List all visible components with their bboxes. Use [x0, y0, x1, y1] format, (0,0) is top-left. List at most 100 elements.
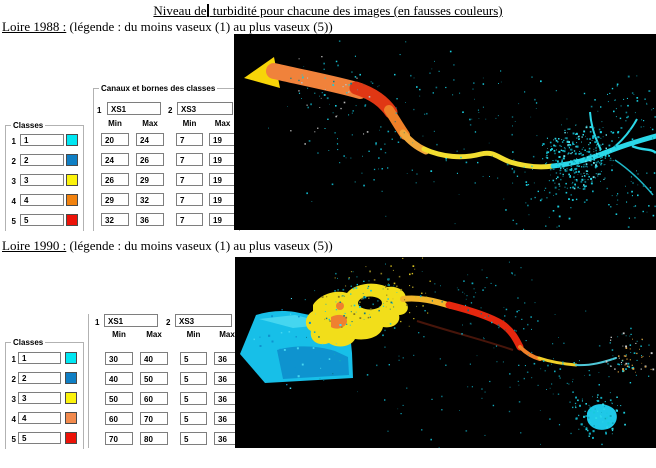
- ch1-row5-max-field-1990[interactable]: 80: [140, 432, 168, 445]
- ch2-row3-max-field[interactable]: 19: [209, 173, 236, 186]
- ch2-row3-min-field-1990[interactable]: 5: [180, 392, 207, 405]
- ch2-row5-max-field[interactable]: 19: [209, 213, 236, 226]
- class-1-color-swatch-1990[interactable]: [65, 352, 77, 364]
- ch2-min-header-1990: Min: [186, 330, 201, 339]
- ch1-row3-min-field[interactable]: 26: [101, 173, 129, 186]
- channel-1-name-field-1988[interactable]: XS1: [107, 102, 161, 115]
- ch2-row2-max-field-1990[interactable]: 36: [214, 372, 240, 385]
- ch2-row5-min-field[interactable]: 7: [176, 213, 203, 226]
- class-3-value-field[interactable]: 3: [20, 174, 64, 186]
- image-background-1988: [234, 34, 656, 230]
- river-loire-1990: [400, 295, 617, 367]
- class-4-color-swatch-1990[interactable]: [65, 412, 77, 424]
- channel-2-name-field-1988[interactable]: XS3: [177, 102, 233, 115]
- ch1-row2-max-field-1990[interactable]: 50: [140, 372, 168, 385]
- class-1-number: 1: [11, 137, 16, 146]
- class-5-value-field[interactable]: 5: [20, 214, 64, 226]
- ch2-min-header-1988: Min: [182, 119, 197, 128]
- class-2-value-field[interactable]: 2: [20, 154, 64, 166]
- class-5-number: 5: [11, 217, 16, 226]
- panel-1990-heading-note: (légende : du moins vaseux (1) au plus v…: [66, 238, 333, 253]
- ch1-max-header-1990: Max: [146, 330, 162, 339]
- class-5-number-1990: 5: [11, 435, 16, 444]
- channels-groupbox-1990: [88, 314, 239, 448]
- satellite-image-1988: [234, 34, 656, 230]
- ch2-max-header-1988: Max: [214, 119, 231, 128]
- class-4-value-field[interactable]: 4: [20, 194, 64, 206]
- panel-1988-heading-note: (légende : du moins vaseux (1) au plus v…: [66, 19, 333, 34]
- ch2-row2-min-field-1990[interactable]: 5: [180, 372, 207, 385]
- ch2-row1-max-field[interactable]: 19: [209, 133, 236, 146]
- ch1-row3-max-field[interactable]: 29: [136, 173, 164, 186]
- ch1-row1-max-field[interactable]: 24: [136, 133, 164, 146]
- ch1-row4-min-field[interactable]: 29: [101, 193, 129, 206]
- ch2-row1-min-field[interactable]: 7: [176, 133, 203, 146]
- class-4-number: 4: [11, 197, 16, 206]
- ch1-row3-max-field-1990[interactable]: 60: [140, 392, 168, 405]
- ch2-row1-min-field-1990[interactable]: 5: [180, 352, 207, 365]
- class-5-color-swatch-1990[interactable]: [65, 432, 77, 444]
- ch1-row1-max-field-1990[interactable]: 40: [140, 352, 168, 365]
- page-title: Niveau de turbidité pour chacune des ima…: [0, 3, 656, 19]
- ch2-row2-min-field[interactable]: 7: [176, 153, 203, 166]
- class-2-value-field-1990[interactable]: 2: [18, 372, 61, 384]
- ch1-row4-max-field-1990[interactable]: 70: [140, 412, 168, 425]
- ch1-row1-min-field[interactable]: 20: [101, 133, 129, 146]
- channels-groupbox-1988-label: Canaux et bornes des classes: [99, 84, 218, 93]
- ch2-row4-min-field[interactable]: 7: [176, 193, 203, 206]
- speckles-1988: [268, 40, 656, 230]
- ch2-row2-max-field[interactable]: 19: [209, 153, 236, 166]
- classes-groupbox-1988-label: Classes: [11, 121, 46, 130]
- channel-1-name-field-1990[interactable]: XS1: [104, 314, 158, 327]
- ch1-row2-min-field[interactable]: 24: [101, 153, 129, 166]
- ch1-row1-min-field-1990[interactable]: 30: [105, 352, 133, 365]
- ch2-row4-max-field[interactable]: 19: [209, 193, 236, 206]
- ch1-row3-min-field-1990[interactable]: 50: [105, 392, 133, 405]
- ch1-row4-max-field[interactable]: 32: [136, 193, 164, 206]
- channel-1-number-1988: 1: [97, 106, 102, 115]
- class-1-color-swatch[interactable]: [66, 134, 78, 146]
- ch1-row5-min-field-1990[interactable]: 70: [105, 432, 133, 445]
- class-3-color-swatch-1990[interactable]: [65, 392, 77, 404]
- class-2-number: 2: [11, 157, 16, 166]
- lake-region-1990: [587, 404, 617, 430]
- ch1-row4-min-field-1990[interactable]: 60: [105, 412, 133, 425]
- class-4-color-swatch[interactable]: [66, 194, 78, 206]
- ch2-row5-min-field-1990[interactable]: 5: [180, 432, 207, 445]
- classes-groupbox-1988: Classes: [5, 121, 84, 231]
- class-1-number-1990: 1: [11, 355, 16, 364]
- page-title-part1: Niveau de: [153, 3, 207, 18]
- panel-1988-heading-title: Loire 1988 :: [2, 19, 67, 34]
- classes-groupbox-1990: Classes: [5, 338, 84, 449]
- ch1-row5-max-field[interactable]: 36: [136, 213, 164, 226]
- class-3-number: 3: [11, 177, 16, 186]
- ch1-row2-max-field[interactable]: 26: [136, 153, 164, 166]
- class-2-color-swatch-1990[interactable]: [65, 372, 77, 384]
- class-3-color-swatch[interactable]: [66, 174, 78, 186]
- ch2-row3-min-field[interactable]: 7: [176, 173, 203, 186]
- class-1-value-field[interactable]: 1: [20, 134, 64, 146]
- text-cursor: [207, 4, 210, 17]
- satellite-image-1990: [235, 257, 656, 448]
- ch1-row2-min-field-1990[interactable]: 40: [105, 372, 133, 385]
- class-4-value-field-1990[interactable]: 4: [18, 412, 61, 424]
- channel-2-name-field-1990[interactable]: XS3: [175, 314, 232, 327]
- ch1-row5-min-field[interactable]: 32: [101, 213, 129, 226]
- ch1-max-header-1988: Max: [142, 119, 158, 128]
- classes-groupbox-1990-label: Classes: [11, 338, 46, 347]
- class-3-number-1990: 3: [11, 395, 16, 404]
- ch2-row4-max-field-1990[interactable]: 36: [214, 412, 240, 425]
- class-5-value-field-1990[interactable]: 5: [18, 432, 61, 444]
- ch1-min-header-1988: Min: [108, 119, 122, 128]
- panel-1990-heading-title: Loire 1990 :: [2, 238, 67, 253]
- channel-2-number-1988: 2: [168, 106, 173, 115]
- class-3-value-field-1990[interactable]: 3: [18, 392, 61, 404]
- ch1-min-header-1990: Min: [112, 330, 126, 339]
- class-2-color-swatch[interactable]: [66, 154, 78, 166]
- ch2-row4-min-field-1990[interactable]: 5: [180, 412, 207, 425]
- class-5-color-swatch[interactable]: [66, 214, 78, 226]
- class-1-value-field-1990[interactable]: 1: [18, 352, 61, 364]
- channel-2-number-1990: 2: [166, 318, 171, 327]
- panel-1988-heading: Loire 1988 : (légende : du moins vaseux …: [2, 19, 333, 35]
- class-2-number-1990: 2: [11, 375, 16, 384]
